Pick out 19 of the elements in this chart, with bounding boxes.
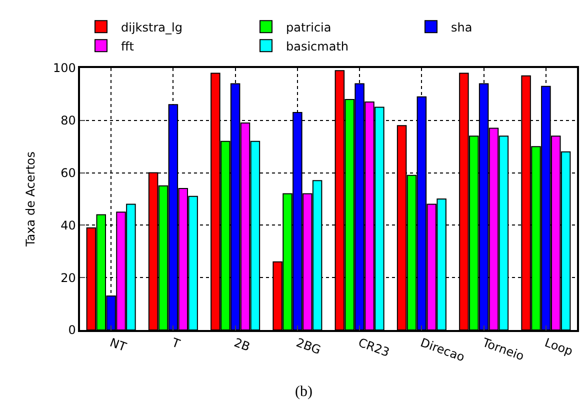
legend-label: patricia <box>286 20 332 34</box>
y-tick-label: 0 <box>68 323 76 338</box>
x-tick-label: 2BG <box>294 335 323 358</box>
legend-label: fft <box>121 39 134 54</box>
y-tick-label: 40 <box>60 218 76 232</box>
x-tick-label: Loop <box>542 335 575 358</box>
x-tick-label: NT <box>108 335 129 354</box>
x-tick-label: T <box>169 335 182 352</box>
y-tick-label: 80 <box>60 114 76 128</box>
x-tick-label: CR23 <box>356 335 392 360</box>
x-tick-label: 2B <box>232 335 252 354</box>
y-tick-label: 60 <box>60 166 76 180</box>
text: (b) <box>295 384 312 400</box>
y-tick-label: 100 <box>52 61 76 76</box>
legend-label: sha <box>451 20 472 34</box>
legend-label: basicmath <box>286 39 349 54</box>
y-axis-title: Taxa de Acertos <box>24 152 38 248</box>
y-tick-label: 20 <box>60 270 76 285</box>
legend-label: dijkstra_lg <box>121 20 182 34</box>
